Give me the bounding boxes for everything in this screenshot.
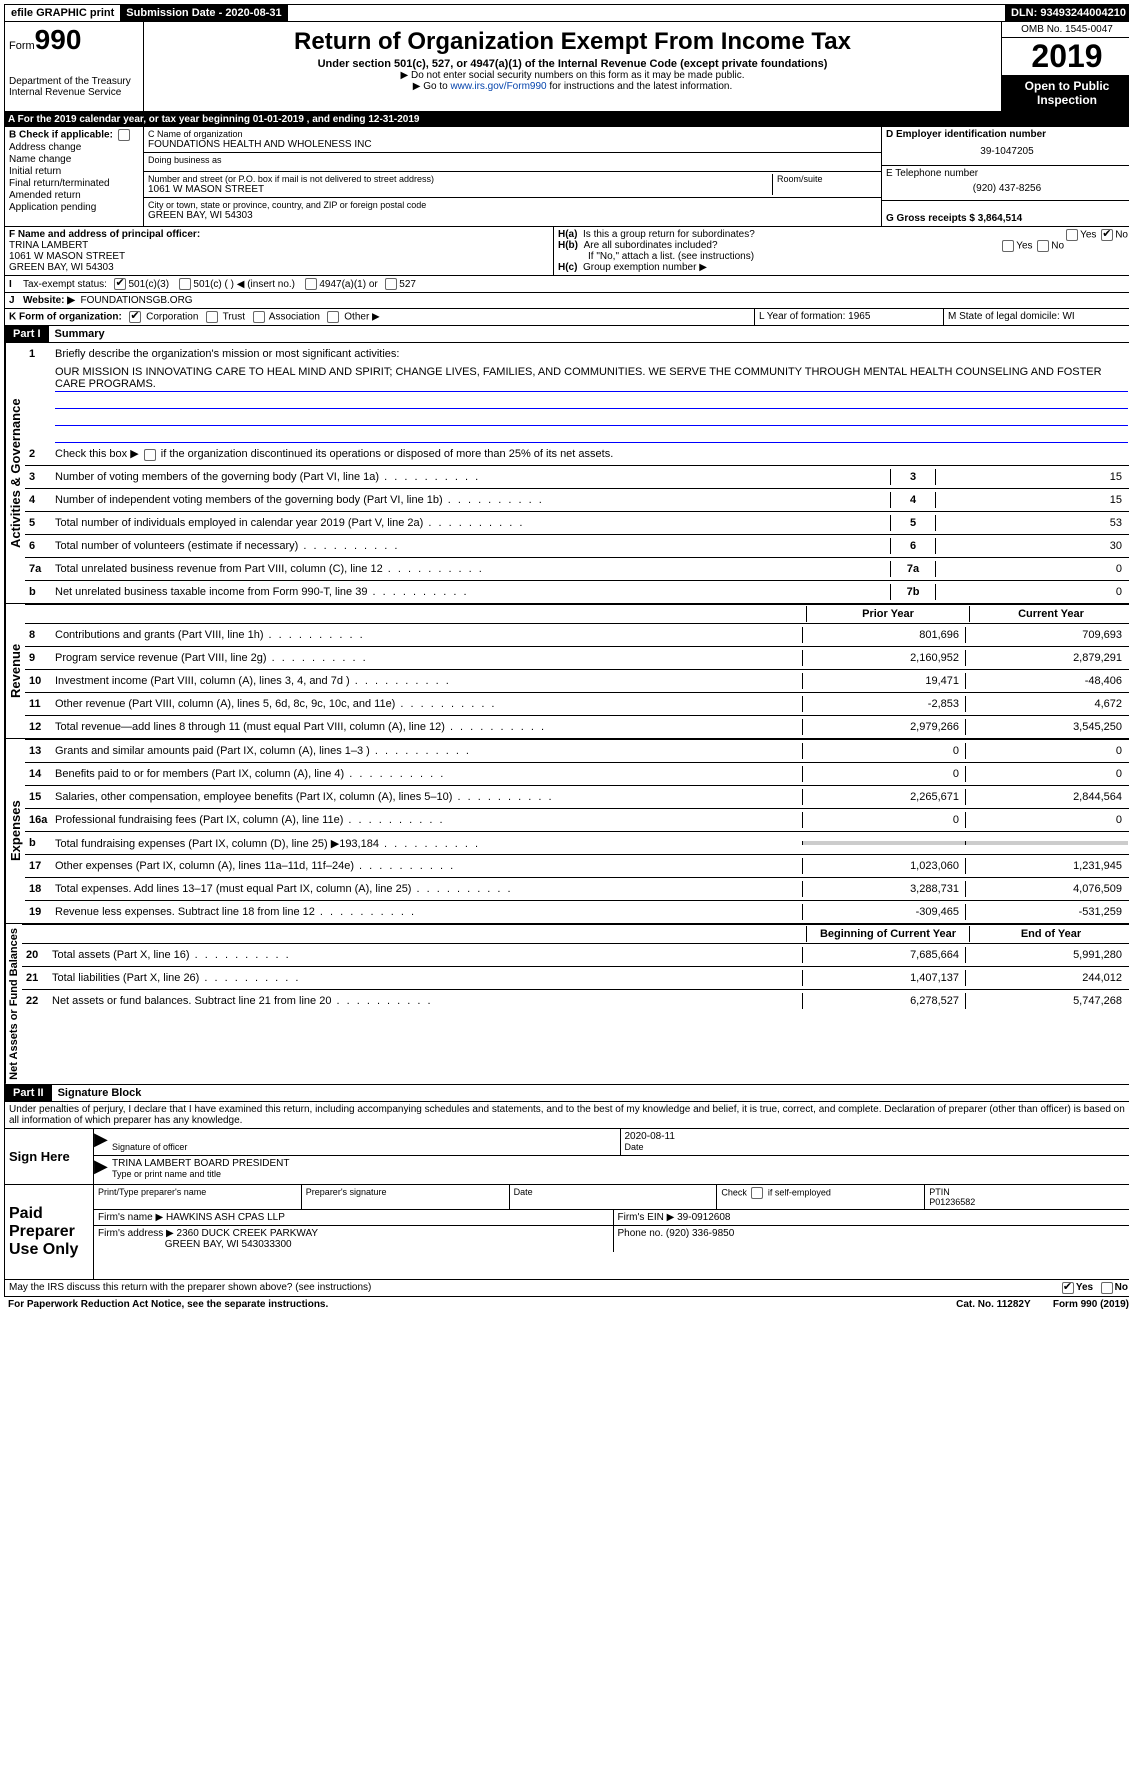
org-name-cell: C Name of organization FOUNDATIONS HEALT… (144, 127, 881, 153)
header-center: Return of Organization Exempt From Incom… (144, 22, 1001, 111)
street: 1061 W MASON STREET (148, 184, 772, 195)
sign-here-label: Sign Here (5, 1129, 94, 1184)
note1: ▶ Do not enter social security numbers o… (148, 70, 997, 81)
submission-date: Submission Date - 2020-08-31 (120, 5, 287, 21)
chk-address: Address change (9, 142, 139, 153)
paid-preparer-block: Paid Preparer Use Only Print/Type prepar… (4, 1185, 1129, 1280)
officer-cell: F Name and address of principal officer:… (5, 227, 554, 275)
ein: 39-1047205 (886, 140, 1128, 163)
checkbox[interactable] (118, 129, 130, 141)
city-cell: City or town, state or province, country… (144, 198, 881, 223)
city: GREEN BAY, WI 54303 (148, 210, 877, 221)
state-domicile: M State of legal domicile: WI (944, 309, 1129, 325)
part1-header: Part I Summary (4, 326, 1129, 343)
row-k: K Form of organization: Corporation Trus… (4, 309, 1129, 326)
header-right: OMB No. 1545-0047 2019 Open to Public In… (1001, 22, 1129, 111)
chk-final: Final return/terminated (9, 178, 139, 189)
expenses-label: Expenses (5, 739, 25, 923)
tax-year: 2019 (1002, 38, 1129, 75)
revenue-label: Revenue (5, 604, 25, 738)
part2-header: Part II Signature Block (4, 1085, 1129, 1102)
expenses-section: Expenses 13Grants and similar amounts pa… (4, 739, 1129, 924)
perjury: Under penalties of perjury, I declare th… (4, 1102, 1129, 1129)
row-f: F Name and address of principal officer:… (4, 227, 1129, 276)
row-j: J Website: ▶ FOUNDATIONSGB.ORG (4, 293, 1129, 309)
irs-link[interactable]: www.irs.gov/Form990 (450, 81, 546, 92)
header-left: Form990 Department of the Treasury Inter… (5, 22, 144, 111)
efile-label: efile GRAPHIC print (5, 5, 120, 21)
footer: For Paperwork Reduction Act Notice, see … (4, 1297, 1129, 1312)
form-word: Form (9, 40, 35, 52)
chk-amended: Amended return (9, 190, 139, 201)
row-i: I Tax-exempt status: 501(c)(3) 501(c) ( … (4, 276, 1129, 293)
dba-cell: Doing business as (144, 153, 881, 172)
year-formation: L Year of formation: 1965 (755, 309, 944, 325)
block-b: B Check if applicable: Address change Na… (4, 127, 1129, 227)
h-cell: H(a) Is this a group return for subordin… (554, 227, 1129, 275)
dept2: Internal Revenue Service (9, 87, 139, 98)
omb: OMB No. 1545-0047 (1002, 22, 1129, 38)
phone: (920) 437-8256 (886, 179, 1128, 198)
netassets-label: Net Assets or Fund Balances (5, 924, 22, 1084)
org-name: FOUNDATIONS HEALTH AND WHOLENESS INC (148, 139, 877, 150)
paid-label: Paid Preparer Use Only (5, 1185, 94, 1279)
form-number: 990 (35, 24, 82, 55)
row-a: A For the 2019 calendar year, or tax yea… (4, 112, 1129, 127)
discuss-row: May the IRS discuss this return with the… (4, 1280, 1129, 1297)
governance-section: Activities & Governance 1 Briefly descri… (4, 343, 1129, 604)
website: FOUNDATIONSGB.ORG (81, 295, 193, 306)
form-title: Return of Organization Exempt From Incom… (148, 28, 997, 56)
netassets-section: Net Assets or Fund Balances Beginning of… (4, 924, 1129, 1085)
mission: OUR MISSION IS INNOVATING CARE TO HEAL M… (55, 365, 1128, 392)
dln: DLN: 93493244004210 (1005, 5, 1129, 21)
revenue-section: Revenue Prior Year Current Year 8Contrib… (4, 604, 1129, 739)
col-right: D Employer identification number 39-1047… (881, 127, 1129, 226)
chk-pending: Application pending (9, 202, 139, 213)
phone-cell: E Telephone number (920) 437-8256 (882, 166, 1129, 201)
ein-cell: D Employer identification number 39-1047… (882, 127, 1129, 166)
governance-label: Activities & Governance (5, 343, 25, 603)
street-cell: Number and street (or P.O. box if mail i… (144, 172, 881, 198)
gross-cell: G Gross receipts $ 3,864,514 (882, 201, 1129, 226)
open-public: Open to Public Inspection (1002, 75, 1129, 111)
dept1: Department of the Treasury (9, 76, 139, 87)
chk-name: Name change (9, 154, 139, 165)
form-subtitle: Under section 501(c), 527, or 4947(a)(1)… (148, 58, 997, 70)
chk-initial: Initial return (9, 166, 139, 177)
header: Form990 Department of the Treasury Inter… (4, 22, 1129, 112)
col-b: B Check if applicable: Address change Na… (5, 127, 144, 226)
note2: ▶ Go to www.irs.gov/Form990 for instruct… (148, 81, 997, 92)
sign-here-block: Sign Here ▶ Signature of officer 2020-08… (4, 1129, 1129, 1185)
col-c: C Name of organization FOUNDATIONS HEALT… (144, 127, 881, 226)
topbar: efile GRAPHIC print Submission Date - 20… (4, 4, 1129, 22)
